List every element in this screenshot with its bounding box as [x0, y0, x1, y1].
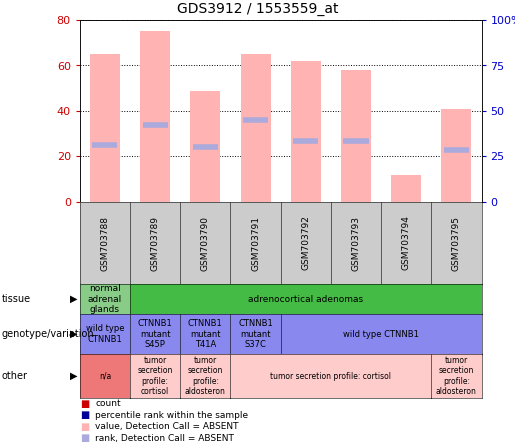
- Text: ▶: ▶: [70, 371, 77, 381]
- Text: GSM703790: GSM703790: [201, 215, 210, 270]
- Bar: [441, 109, 472, 202]
- Bar: [140, 32, 170, 202]
- Bar: [241, 54, 271, 202]
- Text: adrenocortical adenomas: adrenocortical adenomas: [248, 294, 364, 304]
- Text: GSM703792: GSM703792: [301, 216, 310, 270]
- Text: n/a: n/a: [99, 372, 111, 381]
- Bar: [90, 54, 120, 202]
- Text: ■: ■: [80, 433, 89, 443]
- Text: ■: ■: [80, 422, 89, 432]
- Bar: [391, 174, 421, 202]
- Bar: [191, 91, 220, 202]
- Bar: [290, 61, 321, 202]
- Text: other: other: [2, 371, 27, 381]
- Text: CTNNB1
mutant
S45P: CTNNB1 mutant S45P: [138, 319, 173, 349]
- Text: tumor secretion profile: cortisol: tumor secretion profile: cortisol: [270, 372, 391, 381]
- Text: percentile rank within the sample: percentile rank within the sample: [95, 411, 248, 420]
- Text: ■: ■: [80, 399, 89, 409]
- Text: GSM703791: GSM703791: [251, 215, 260, 270]
- Text: value, Detection Call = ABSENT: value, Detection Call = ABSENT: [95, 422, 239, 431]
- Text: CTNNB1
mutant
T41A: CTNNB1 mutant T41A: [188, 319, 222, 349]
- Text: tumor
secretion
profile:
aldosteron: tumor secretion profile: aldosteron: [436, 356, 477, 396]
- Text: GSM703794: GSM703794: [402, 216, 410, 270]
- Text: tumor
secretion
profile:
aldosteron: tumor secretion profile: aldosteron: [185, 356, 226, 396]
- Text: CTNNB1
mutant
S37C: CTNNB1 mutant S37C: [238, 319, 273, 349]
- Text: count: count: [95, 399, 121, 408]
- Text: GSM703789: GSM703789: [151, 215, 160, 270]
- Text: normal
adrenal
glands: normal adrenal glands: [88, 284, 122, 314]
- Text: GSM703793: GSM703793: [352, 215, 360, 270]
- Text: wild type CTNNB1: wild type CTNNB1: [343, 329, 419, 338]
- Text: ■: ■: [80, 410, 89, 420]
- Text: GDS3912 / 1553559_at: GDS3912 / 1553559_at: [177, 2, 338, 16]
- Text: GSM703788: GSM703788: [100, 215, 109, 270]
- Text: ▶: ▶: [70, 329, 77, 339]
- Bar: [341, 70, 371, 202]
- Text: ▶: ▶: [70, 294, 77, 304]
- Text: rank, Detection Call = ABSENT: rank, Detection Call = ABSENT: [95, 434, 234, 443]
- Text: genotype/variation: genotype/variation: [2, 329, 94, 339]
- Text: wild type
CTNNB1: wild type CTNNB1: [85, 324, 124, 344]
- Text: tumor
secretion
profile:
cortisol: tumor secretion profile: cortisol: [138, 356, 173, 396]
- Text: tissue: tissue: [2, 294, 31, 304]
- Text: GSM703795: GSM703795: [452, 215, 461, 270]
